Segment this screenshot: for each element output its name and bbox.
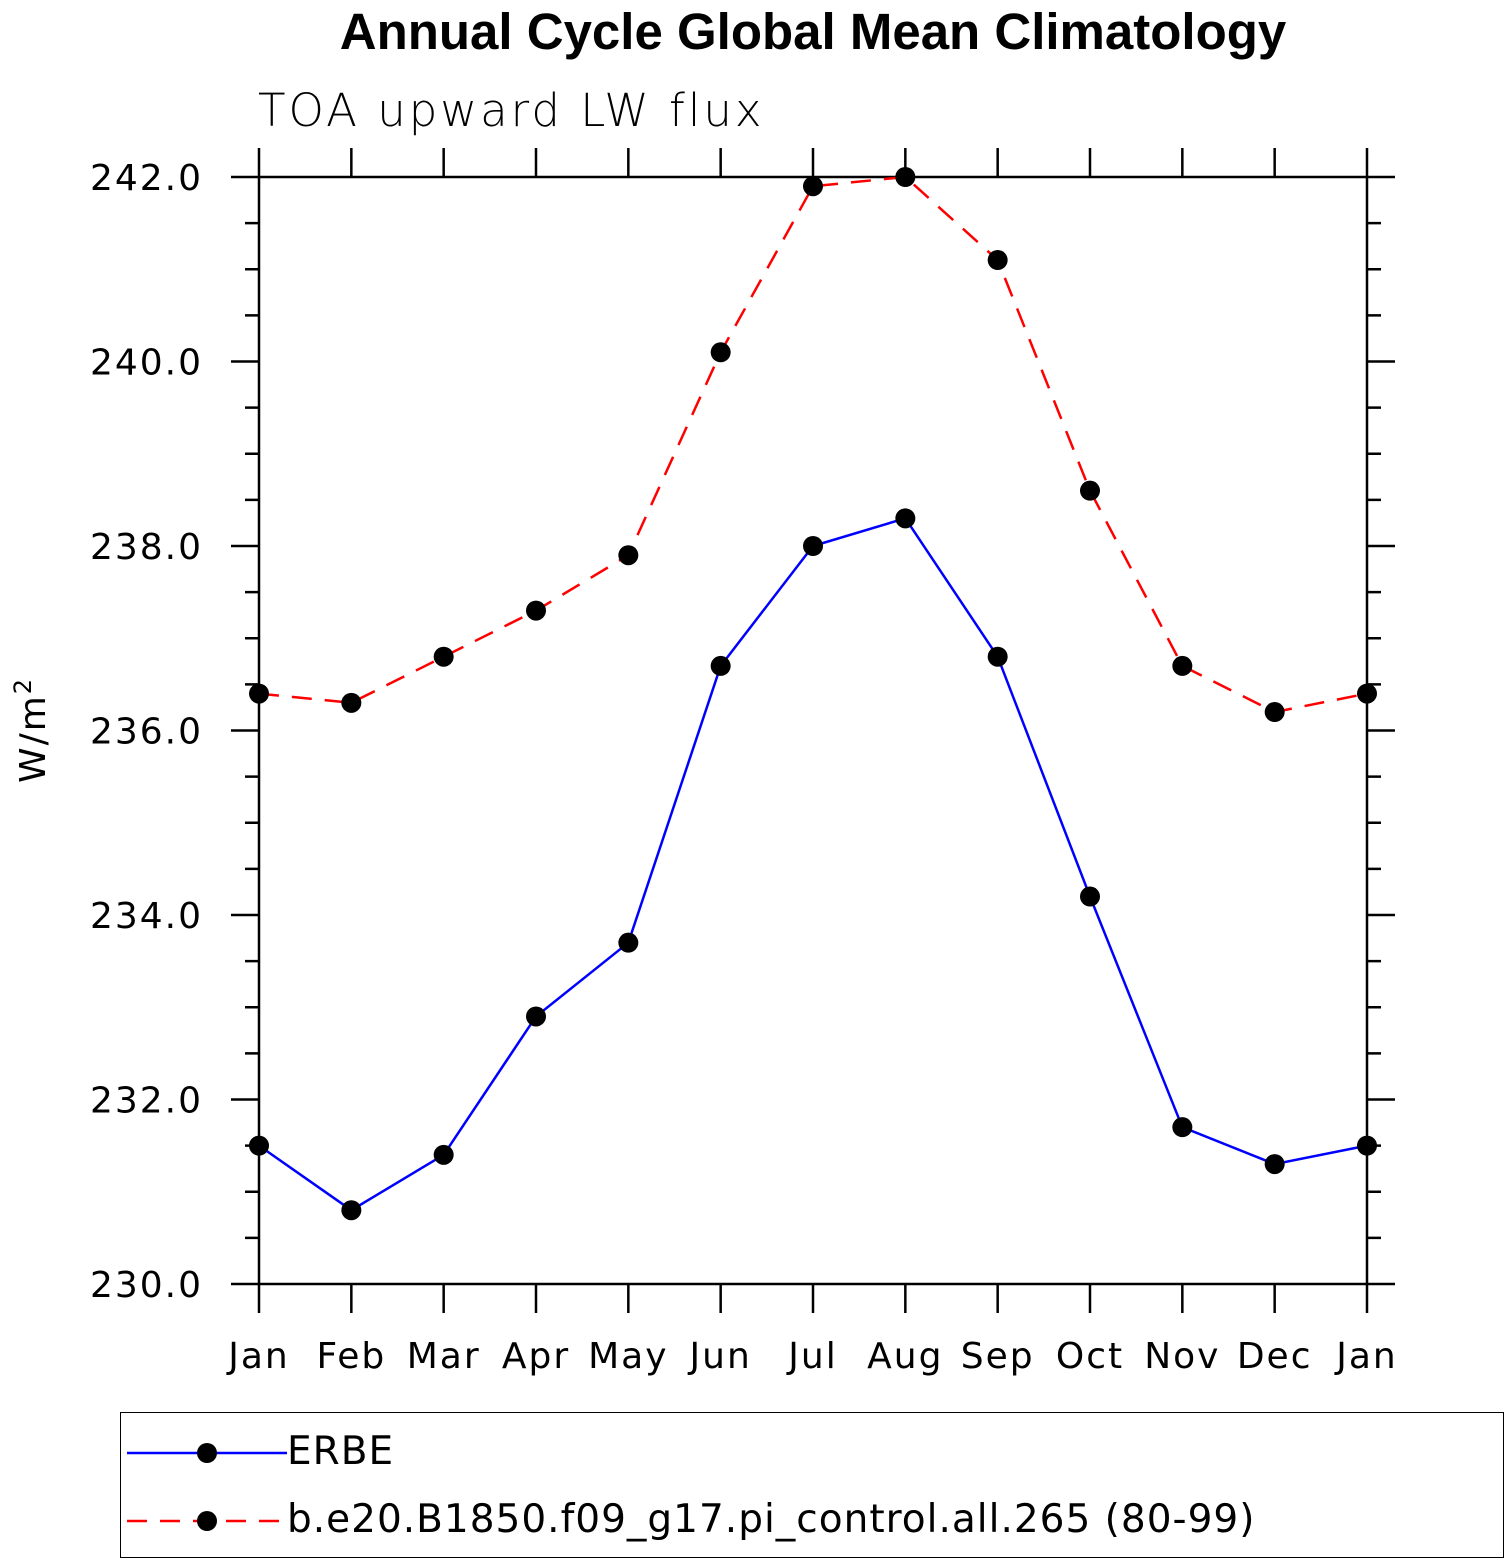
chart-subtitle: TOA upward LW flux: [258, 84, 765, 137]
x-tick-label: Jul: [786, 1336, 837, 1377]
y-tick-label: 242.0: [90, 158, 203, 199]
series-line-1: [258, 175, 1368, 714]
plot-frame: [257, 175, 1369, 1286]
y-axis-ticks: 230.0 232.0 234.0 236.0 238.0 240.0 242.0: [90, 158, 1395, 1306]
line-chart: 230.0 232.0 234.0 236.0 238.0 240.0 242.0 Jan F…: [9, 148, 1398, 1377]
y-tick-label: 238.0: [90, 527, 203, 568]
data-point-series-0: [526, 1006, 546, 1027]
legend: ERBE b.e20.B1850.f09_g17.pi_control.all.…: [120, 1412, 1504, 1558]
data-point-series-0: [1080, 886, 1100, 907]
data-point-series-1: [1080, 480, 1100, 501]
data-point-series-1: [433, 646, 454, 667]
x-tick-label: Apr: [502, 1336, 570, 1377]
x-axis-ticks: Jan Feb Mar Apr May Jun Jul Aug Sep Oct Nov Dec Jan: [226, 148, 1398, 1377]
data-point-series-0: [710, 655, 731, 676]
data-point-series-1: [341, 692, 362, 713]
x-tick-label: Nov: [1144, 1336, 1220, 1377]
chart-title: Annual Cycle Global Mean Climatology: [339, 3, 1287, 60]
data-point-series-1: [1357, 683, 1377, 704]
data-point-series-0: [1264, 1154, 1285, 1175]
y-tick-label: 234.0: [90, 896, 203, 937]
y-tick-label: 232.0: [90, 1081, 203, 1122]
data-point-series-1: [1264, 702, 1285, 723]
x-tick-label: Jan: [226, 1336, 290, 1377]
x-tick-label: Mar: [407, 1336, 481, 1377]
legend-marker-erbe: [197, 1443, 217, 1463]
x-tick-label: Jun: [688, 1336, 752, 1377]
data-point-series-0: [249, 1135, 269, 1156]
data-point-series-1: [803, 176, 823, 197]
data-point-series-0: [433, 1144, 454, 1165]
legend-label-erbe: ERBE: [287, 1429, 395, 1474]
data-point-series-0: [341, 1200, 362, 1221]
data-point-series-0: [1357, 1135, 1377, 1156]
data-point-series-0: [803, 536, 823, 556]
series-line-0: [258, 516, 1368, 1212]
series-lines: [258, 175, 1368, 1212]
legend-label-model: b.e20.B1850.f09_g17.pi_control.all.265 (…: [287, 1497, 1256, 1542]
x-tick-label: May: [588, 1336, 668, 1377]
data-point-series-0: [895, 508, 916, 529]
data-point-series-1: [618, 545, 639, 566]
y-axis-label: W/m2: [9, 677, 54, 783]
x-tick-label: Dec: [1237, 1336, 1313, 1377]
y-axis-label-text: W/m: [13, 694, 54, 783]
x-tick-label: Oct: [1056, 1336, 1124, 1377]
y-tick-label: 240.0: [90, 343, 203, 384]
x-tick-label: Jan: [1334, 1336, 1398, 1377]
data-point-series-1: [1172, 655, 1193, 676]
x-tick-label: Sep: [961, 1336, 1035, 1377]
data-point-series-0: [987, 646, 1008, 667]
data-point-series-1: [710, 342, 731, 363]
y-axis-label-superscript: 2: [9, 677, 37, 694]
legend-marker-model: [197, 1511, 217, 1531]
y-tick-label: 230.0: [90, 1265, 203, 1306]
data-point-series-1: [249, 683, 269, 704]
x-tick-label: Feb: [316, 1336, 386, 1377]
data-point-series-1: [987, 250, 1008, 271]
x-tick-label: Aug: [867, 1336, 943, 1377]
y-tick-label: 236.0: [90, 712, 203, 753]
data-point-series-0: [618, 932, 639, 953]
data-point-series-1: [526, 600, 546, 621]
data-point-series-1: [895, 167, 916, 187]
data-point-series-0: [1172, 1117, 1193, 1138]
series-markers: [249, 167, 1377, 1221]
